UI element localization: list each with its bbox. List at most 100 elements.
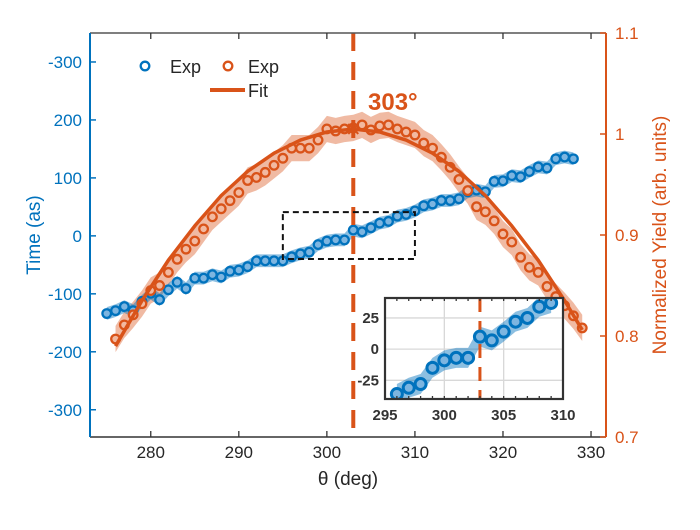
inset-plot-area [385,298,563,399]
left-tick-label: 0 [73,227,82,246]
right-axis-label: Normalized Yield (arb. units) [650,116,671,355]
time-point [268,255,280,267]
left-tick-label: 100 [54,169,82,188]
yield-point [497,228,509,240]
yield-point [180,243,192,255]
left-tick-label: -300 [48,53,82,72]
yield-point [277,152,289,164]
right-tick-label: 1.1 [615,24,639,43]
right-tick-label: 0.9 [615,226,639,245]
time-point [444,195,456,206]
x-tick-label: 330 [577,443,605,462]
right-tick-label: 0.7 [615,428,639,447]
legend: Exp Exp Fit [139,57,279,101]
yield-point [391,123,403,135]
plot-area [101,111,588,353]
time-point [488,175,500,187]
yield-point [206,211,218,223]
time-point [559,151,571,163]
inset-x-tick-label: 295 [372,407,397,424]
left-axis-label: Time (as) [24,195,45,275]
yield-point [506,236,518,248]
left-tick-label: -100 [48,285,82,304]
time-point [541,162,553,174]
inset-time-point [496,324,511,339]
inset-y-tick-label: 25 [362,310,379,327]
time-point [101,308,113,319]
yield-point [295,142,306,154]
yield-point [523,261,535,273]
time-point [233,264,245,276]
inset-x-tick-label: 310 [550,407,575,424]
inset-time-point [401,380,416,395]
time-point [506,170,518,182]
time-point [383,215,394,227]
time-point [171,276,183,288]
yield-point [259,166,271,178]
yield-point [409,129,421,141]
zoom-region-rect [281,211,416,261]
legend-fit-label: Fit [248,81,268,101]
time-point [162,284,174,296]
peak-label: 303° [368,89,418,116]
yield-point [215,203,227,215]
time-point [418,200,430,212]
yield-point [374,120,386,132]
inset-y-tick-label: 0 [371,341,379,358]
inset-time-point [544,298,559,310]
time-point [515,171,527,183]
right-tick-label: 1 [615,125,624,144]
yield-point [515,251,527,263]
time-point [391,210,403,222]
yield-point [400,126,412,138]
yield-point [250,171,262,183]
left-tick-label: -200 [48,343,82,362]
time-point [206,269,218,281]
time-point [303,246,315,258]
left-tick-label: -300 [48,401,82,420]
inset-time-point [413,377,428,392]
time-point [427,198,438,210]
time-point [259,255,271,267]
time-point [198,272,210,284]
yield-point [171,253,183,265]
inset-y-tick-label: -25 [357,372,379,389]
yield-error-band [115,111,583,353]
time-point [321,235,333,247]
time-point [330,234,342,246]
yield-point [541,281,553,292]
time-point [567,153,579,165]
yield-point [471,201,483,213]
x-tick-label: 300 [313,443,341,462]
yield-point [242,175,254,186]
x-tick-label: 280 [137,443,165,462]
legend-time-label: Exp [170,57,201,77]
time-point [215,271,227,283]
yield-point [233,187,245,199]
yield-point [224,195,236,207]
yield-point [453,173,465,185]
yield-point [383,119,394,131]
inset-x-tick-label: 300 [432,407,457,424]
inset-time-point [508,314,523,329]
x-tick-label: 310 [401,443,429,462]
inset-frame [383,296,565,401]
left-tick-label: 200 [54,111,82,130]
inset-time-point [461,350,476,365]
yield-point [189,235,201,247]
inset-time-point [425,360,440,375]
time-point [365,222,377,234]
yield-point [154,280,166,291]
peak-star-marker [347,123,359,135]
time-point [497,175,509,187]
time-point [242,261,254,273]
time-point [224,265,236,277]
time-point [118,301,130,313]
inset-time-point [532,299,547,314]
time-point [110,305,121,317]
time-point [356,226,368,238]
time-point [189,272,201,284]
time-point [312,239,324,251]
inset-time-point [484,333,499,348]
